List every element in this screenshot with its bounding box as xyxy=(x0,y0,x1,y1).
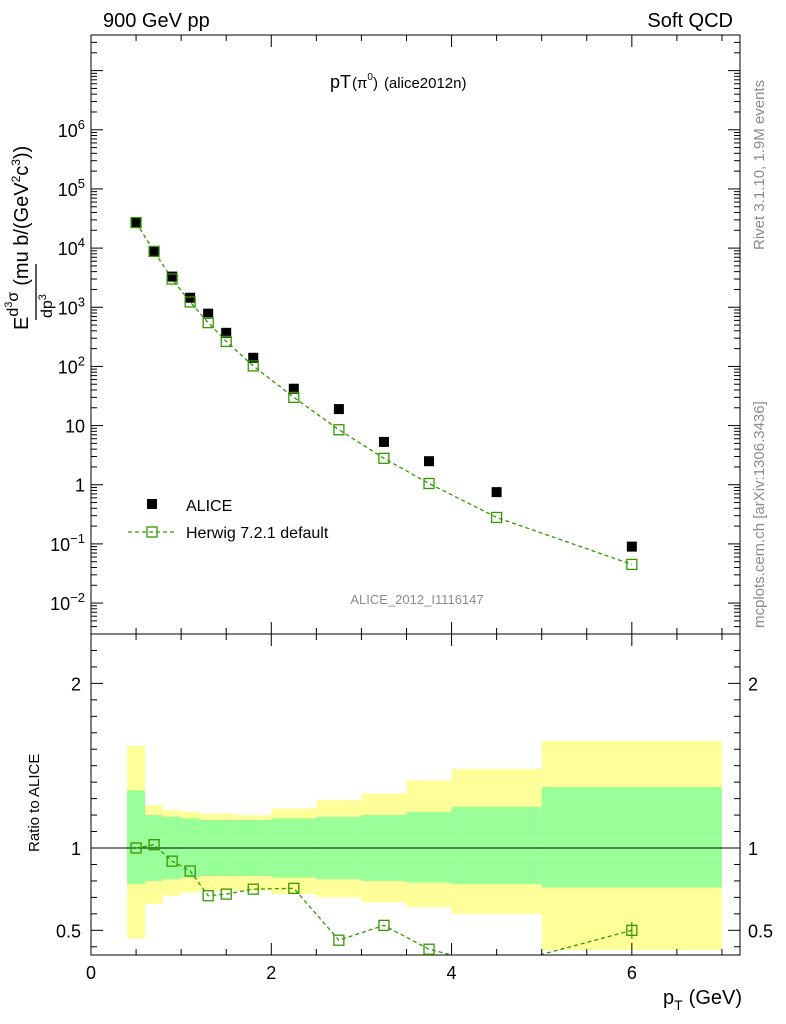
analysis-watermark: ALICE_2012_I1116147 xyxy=(350,592,483,607)
mc-point xyxy=(333,424,345,436)
ratio-point xyxy=(378,919,390,932)
data-point xyxy=(491,487,502,498)
main-y-tick-label: 10−2 xyxy=(50,590,85,614)
x-tick-label: 4 xyxy=(447,963,457,983)
legend-data-marker xyxy=(147,499,157,509)
ratio-inner-band-11 xyxy=(541,787,722,888)
ratio-point xyxy=(247,883,259,895)
mc-point xyxy=(130,216,142,229)
main-y-tick-label: 104 xyxy=(58,235,85,259)
mc-point xyxy=(288,391,300,404)
ratio-y-tick-label-right: 2 xyxy=(748,674,758,694)
data-point xyxy=(167,271,178,282)
ratio-point xyxy=(423,943,435,955)
main-y-tick-label: 10−1 xyxy=(50,531,85,555)
data-point xyxy=(248,352,259,363)
main-y-tick-label: 106 xyxy=(58,117,85,141)
ratio-point xyxy=(148,839,160,851)
ratio-inner-band-10 xyxy=(451,806,542,885)
data-point xyxy=(185,292,196,303)
mc-point xyxy=(247,360,259,372)
mc-point xyxy=(184,296,196,308)
data-point xyxy=(333,404,344,415)
ratio-point xyxy=(220,888,232,900)
data-point xyxy=(221,327,232,338)
ratio-y-tick-label: 2 xyxy=(71,674,81,694)
ratio-point xyxy=(166,855,178,867)
x-tick-label: 2 xyxy=(266,963,276,983)
legend-mc-marker xyxy=(146,526,158,538)
mc-point xyxy=(166,273,178,285)
ratio-y-tick-label-right: 1 xyxy=(748,839,758,859)
ratio-point xyxy=(184,865,196,877)
main-plot-frame xyxy=(90,34,741,635)
main-ylabel-denominator: dp3 xyxy=(37,294,56,318)
ratio-y-tick-label-right: 0.5 xyxy=(748,921,773,941)
data-point xyxy=(203,308,214,319)
data-point xyxy=(149,246,160,257)
ratio-point xyxy=(626,924,638,936)
ratio-point xyxy=(130,842,142,854)
legend: ALICE Herwig 7.2.1 default xyxy=(128,498,329,542)
main-y-tick-label: 10 xyxy=(65,417,85,437)
main-y-tick-label: 103 xyxy=(58,294,85,318)
ratio-point xyxy=(492,962,502,972)
mcplots-label: mcplots.cern.ch [arXiv:1306.3436] xyxy=(751,401,768,628)
ratio-series-line xyxy=(135,844,633,955)
mc-point xyxy=(490,511,503,524)
plot-title: pT(π0) (alice2012n) xyxy=(330,72,467,92)
legend-mc-label: Herwig 7.2.1 default xyxy=(186,525,329,542)
mc-point xyxy=(220,335,232,348)
mc-point xyxy=(626,558,638,571)
ratio-inner-band-9 xyxy=(406,811,452,883)
x-axis-label: pT (GeV) xyxy=(663,987,742,1013)
x-tick-label: 6 xyxy=(627,963,637,983)
ratio-y-tick-label: 0.5 xyxy=(56,921,81,941)
main-ylabel: Ed3σ(mu b/(GeV2c3)) xyxy=(3,146,33,330)
ratio-plot-frame xyxy=(90,633,741,956)
x-tick-label: 0 xyxy=(86,963,96,983)
ratio-uncertainty-bands xyxy=(127,741,722,951)
ratio-point xyxy=(202,890,214,902)
mc-point xyxy=(423,477,435,490)
ratio-inner-band-0 xyxy=(127,790,146,885)
rivet-version-label: Rivet 3.1.10, 1.9M events xyxy=(751,80,768,250)
data-point xyxy=(424,456,435,467)
mc-point xyxy=(148,245,160,258)
ratio-ylabel: Ratio to ALICE xyxy=(26,754,43,852)
ratio-point xyxy=(288,882,300,894)
header-left: 900 GeV pp xyxy=(103,10,210,32)
ratio-point xyxy=(333,934,345,946)
main-y-tick-label: 102 xyxy=(58,353,85,377)
data-point xyxy=(131,217,142,228)
data-point xyxy=(288,383,299,394)
data-point xyxy=(626,541,637,552)
mc-point xyxy=(378,452,390,464)
data-point xyxy=(378,436,389,447)
main-y-tick-label: 1 xyxy=(75,476,85,496)
ratio-y-tick-label: 1 xyxy=(71,839,81,859)
main-y-tick-label: 105 xyxy=(58,176,85,200)
legend-data-label: ALICE xyxy=(186,498,232,515)
mc-point xyxy=(202,316,214,329)
header-right: Soft QCD xyxy=(647,10,733,32)
plot-frames xyxy=(90,34,741,956)
data-marks xyxy=(130,216,638,972)
ratio-series-group xyxy=(130,839,638,972)
